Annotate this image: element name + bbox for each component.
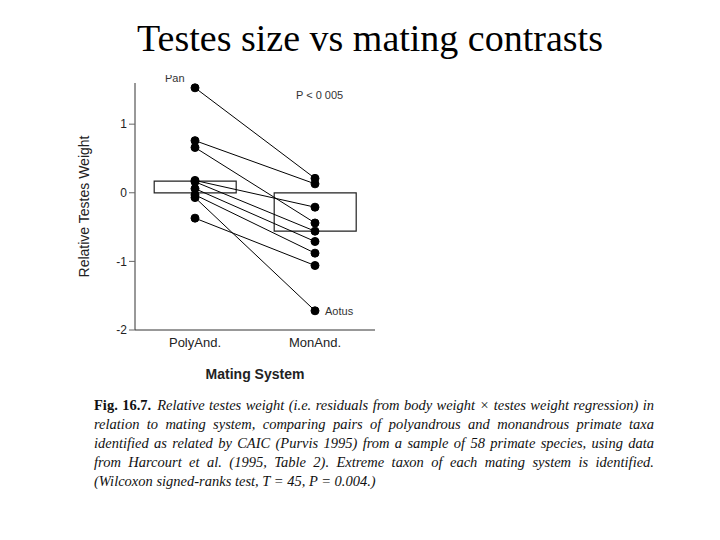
html-text:P < 0 005: P < 0 005 <box>296 89 344 101</box>
html-text:Testes size vs mating contrast: Testes size vs mating contrasts <box>137 17 603 59</box>
html-text:Fig. 16.7. Relative testes wei: Fig. 16.7. Relative testes weight (i.e. … <box>94 397 654 489</box>
svg-text:Mating System: Mating System <box>206 366 305 382</box>
svg-text:Pan: Pan <box>165 75 185 84</box>
svg-text:Aotus: Aotus <box>325 305 354 317</box>
svg-text:1: 1 <box>120 117 127 131</box>
svg-text:PolyAnd.: PolyAnd. <box>169 335 221 350</box>
svg-text:Relative Testes Weight: Relative Testes Weight <box>76 135 92 277</box>
svg-text:-2: -2 <box>116 323 127 337</box>
svg-text:MonAnd.: MonAnd. <box>289 335 341 350</box>
svg-text:0: 0 <box>120 186 127 200</box>
svg-text:-1: -1 <box>116 255 127 269</box>
